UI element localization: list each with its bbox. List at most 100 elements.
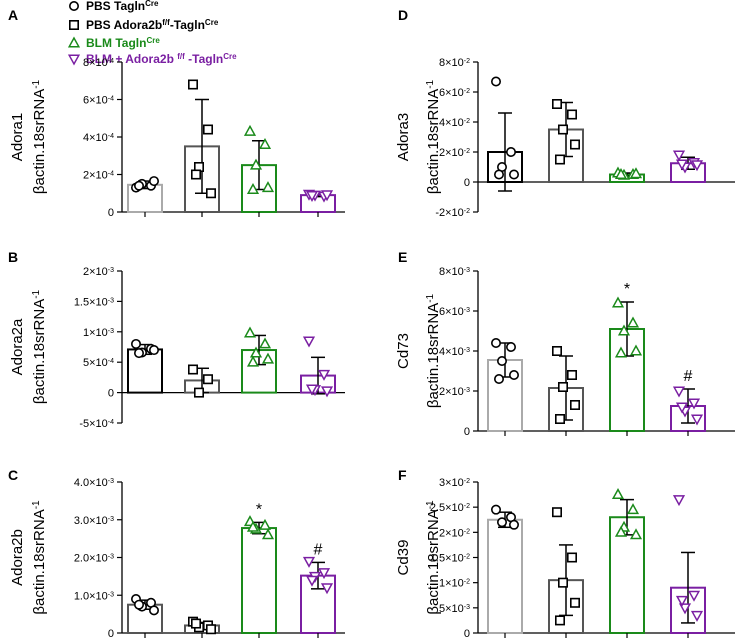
data-point	[261, 181, 275, 193]
data-point	[305, 384, 319, 396]
data-point	[261, 352, 275, 364]
y-tick-label: 0	[108, 388, 114, 400]
data-point	[505, 147, 516, 158]
y-tick-label-part: -2×10	[435, 207, 463, 219]
data-point	[554, 154, 565, 165]
y-tick-label-part: -3	[464, 347, 470, 354]
legend-entry: PBS TaglnCre	[69, 0, 159, 13]
y-tick-label: 0	[108, 628, 114, 640]
data-point	[249, 158, 263, 170]
legend-label-part: -Tagln	[170, 18, 205, 32]
y-tick-label-part: 0	[464, 426, 470, 438]
legend-label-part: PBS Tagln	[86, 0, 145, 13]
y-tick-label-part: -4	[108, 58, 114, 65]
data-point	[614, 346, 628, 358]
data-point	[690, 414, 704, 426]
y-tick-label: 8×10-2	[439, 57, 470, 69]
legend-label: PBS Adora2bf/f-TaglnCre	[86, 18, 219, 33]
bar	[300, 194, 336, 213]
legend-marker-icon	[69, 19, 80, 30]
y-tick-label-part: -3	[108, 591, 114, 598]
data-point	[551, 99, 562, 110]
data-point	[258, 337, 272, 349]
legend-label: BLM TaglnCre	[86, 36, 160, 51]
data-point	[629, 528, 643, 540]
data-point	[672, 150, 686, 162]
data-point	[687, 590, 701, 602]
data-point	[611, 488, 625, 500]
y-tick-label-part: 2×10	[439, 386, 464, 398]
data-point	[258, 518, 272, 530]
data-point	[302, 556, 316, 568]
y-tick-label: 2.5×10-2	[430, 502, 470, 514]
y-tick-label: 0	[108, 207, 114, 219]
data-point	[678, 603, 692, 615]
y-tick-label: 6×10-2	[439, 87, 470, 99]
y-tick-label-part: -5×10	[79, 418, 107, 430]
y-tick-label-part: -2	[464, 118, 470, 125]
panel-letter: B	[8, 249, 18, 265]
data-point	[206, 188, 217, 199]
legend-marker-icon	[67, 36, 81, 48]
panel-letter: D	[398, 7, 408, 23]
y-tick-label-part: -3	[108, 297, 114, 304]
data-point	[320, 190, 334, 202]
y-tick-label-part: 0	[108, 207, 114, 219]
data-point	[672, 495, 686, 507]
data-point	[188, 364, 199, 375]
bar	[127, 183, 163, 213]
y-tick-label-part: 1.5×10	[74, 296, 108, 308]
data-point	[134, 348, 145, 359]
y-tick-label: 8×10-4	[83, 57, 114, 69]
data-point	[496, 355, 507, 366]
data-point	[611, 296, 625, 308]
data-point	[508, 369, 519, 380]
data-point	[493, 373, 504, 384]
y-tick-label: 6×10-4	[83, 95, 114, 107]
y-tick-label: 2×10-3	[83, 266, 114, 278]
y-axis-label-part: -1	[425, 500, 436, 509]
data-point	[246, 355, 260, 367]
data-point	[317, 369, 331, 381]
y-tick-label: 0	[464, 628, 470, 640]
data-point	[629, 167, 643, 179]
data-point	[490, 504, 501, 515]
legend-label: PBS TaglnCre	[86, 0, 159, 13]
y-tick-label-part: 3.0×10	[74, 515, 108, 527]
y-tick-label-part: -3	[464, 603, 470, 610]
data-point	[191, 618, 202, 629]
data-point	[675, 595, 689, 607]
y-tick-label: 4×10-2	[439, 117, 470, 129]
y-tick-label-part: 3×10	[439, 477, 464, 489]
y-tick-label-part: -2	[464, 503, 470, 510]
gene-label: Cd73	[395, 333, 412, 369]
y-tick-label: -2×10-2	[435, 207, 470, 219]
y-tick-label: 2×10-2	[439, 147, 470, 159]
y-axis-label: βactin.18srRNA-1	[425, 79, 443, 194]
data-point	[188, 79, 199, 90]
y-tick-label-part: 2×10	[439, 147, 464, 159]
data-point	[258, 137, 272, 149]
data-point	[569, 399, 580, 410]
y-tick-label-part: -3	[108, 267, 114, 274]
significance-mark: #	[684, 368, 693, 385]
data-point	[672, 386, 686, 398]
data-point	[243, 124, 257, 136]
y-tick-label-part: -4	[108, 133, 114, 140]
data-point	[505, 341, 516, 352]
y-tick-label-part: 1×10	[83, 327, 108, 339]
y-tick-label-part: -4	[108, 170, 114, 177]
y-tick-label-part: 5×10	[439, 603, 464, 615]
y-axis-label: βactin.18srRNA-1	[31, 500, 49, 615]
legend-label-part: BLM Tagln	[86, 36, 146, 50]
y-tick-label-part: 8×10	[439, 57, 464, 69]
y-tick-label: 4.0×10-3	[74, 477, 114, 489]
data-point	[508, 169, 519, 180]
data-point	[194, 387, 205, 398]
data-point	[687, 398, 701, 410]
data-point	[690, 160, 704, 172]
legend-label-part: Cre	[223, 52, 237, 61]
legend-entry: PBS Adora2bf/f-TaglnCre	[69, 18, 219, 33]
